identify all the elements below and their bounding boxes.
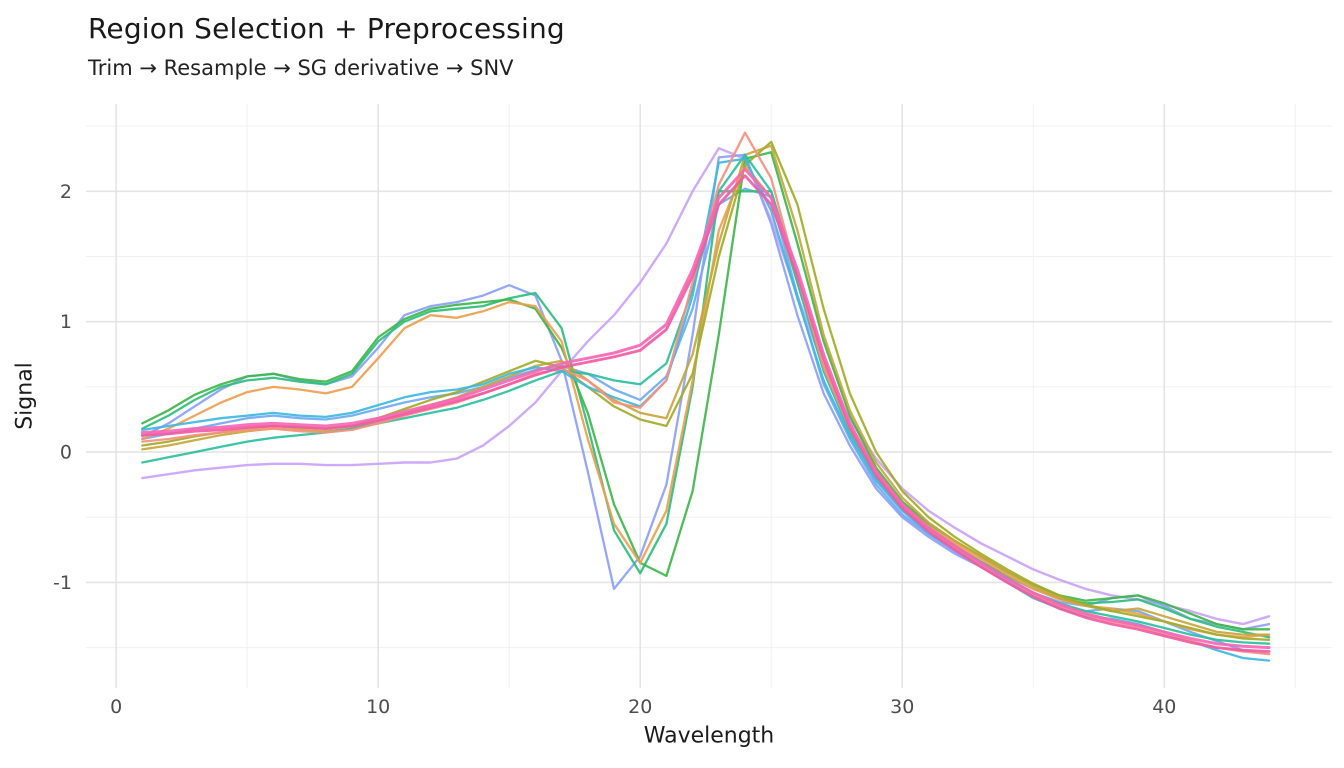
- y-tick-label: 1: [60, 311, 72, 333]
- series-line-pink-2: [140, 174, 1271, 653]
- y-tick-label: 2: [60, 181, 72, 203]
- x-tick-label: 40: [1152, 696, 1176, 718]
- x-tick-label: 30: [890, 696, 914, 718]
- chart-subtitle: Trim → Resample → SG derivative → SNV: [88, 56, 514, 80]
- series-line-lavender: [141, 147, 1271, 626]
- y-axis-label: Signal: [12, 362, 38, 430]
- x-tick-label: 0: [110, 696, 122, 718]
- y-tick-label: 0: [60, 442, 72, 464]
- series-line-green: [141, 151, 1271, 631]
- series-line-pink-1: [140, 167, 1271, 650]
- x-tick-label: 20: [628, 696, 652, 718]
- series-line-salmon: [141, 131, 1271, 656]
- x-axis-label: Wavelength: [643, 723, 775, 749]
- series-line-skyblue: [141, 187, 1271, 656]
- x-tick-label: 10: [366, 696, 390, 718]
- chart-title: Region Selection + Preprocessing: [88, 12, 565, 45]
- y-tick-label: -1: [53, 572, 72, 594]
